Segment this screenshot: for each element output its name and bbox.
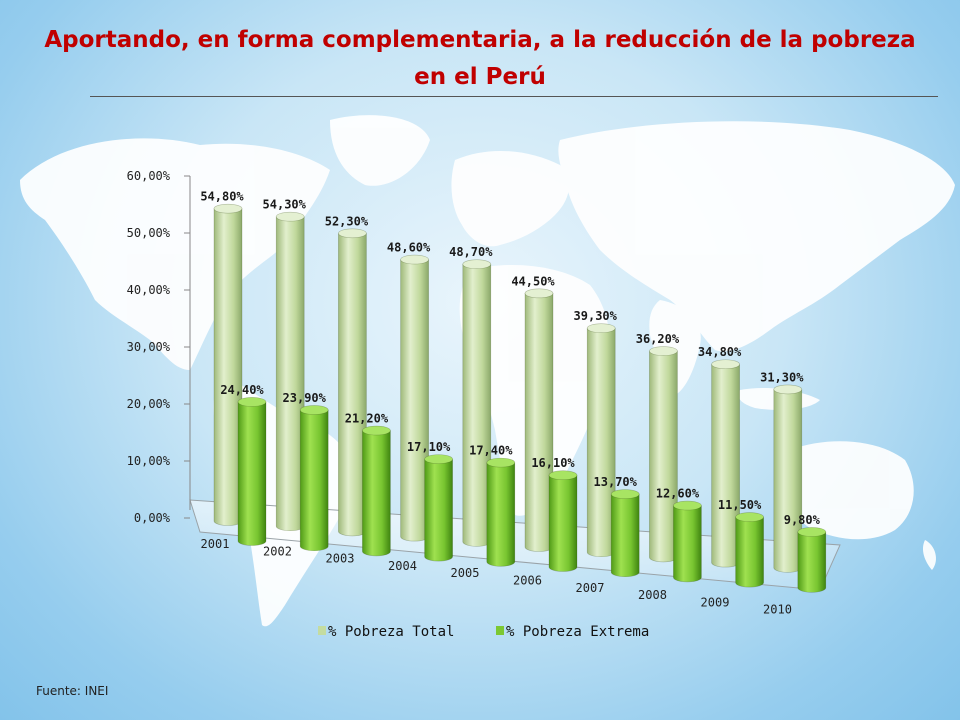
map-asia [558, 121, 955, 352]
bar-total-2010-top [773, 384, 803, 395]
data-label-extrema: 12,60% [656, 487, 700, 501]
bar-total-2006-top [524, 288, 554, 299]
bar-total-2007-top [586, 323, 616, 333]
x-tick-label: 2001 [201, 537, 230, 551]
chart-legend: % Pobreza Total % Pobreza Extrema [318, 624, 649, 640]
data-label-total: 48,60% [387, 241, 431, 255]
y-tick-label: 10,00% [127, 454, 171, 468]
x-tick-label: 2010 [763, 603, 792, 617]
bar-extrema-2009-body [735, 516, 764, 588]
bar-total-2006 [524, 288, 554, 552]
bar-extrema-2001-body [237, 401, 267, 546]
bar-total-2005-top [462, 259, 492, 270]
bar-total-2008-top [649, 346, 678, 356]
title-divider [90, 96, 938, 97]
legend-label: % Pobreza Total [328, 624, 454, 640]
bar-extrema-2002-top [299, 405, 329, 415]
data-label-extrema: 21,20% [345, 412, 389, 426]
bar-extrema-2005-body [486, 462, 516, 567]
legend-swatch [496, 626, 504, 635]
x-tick-label: 2007 [576, 581, 605, 595]
bar-extrema-2010-top [797, 527, 827, 537]
bar-extrema-2001-top [237, 397, 267, 407]
x-tick-label: 2003 [326, 552, 355, 566]
map-australia [781, 441, 914, 540]
y-tick-label: 30,00% [127, 340, 171, 354]
y-tick-label: 0,00% [134, 511, 171, 525]
bar-total-2003 [338, 228, 367, 537]
x-tick-label: 2002 [263, 544, 292, 558]
bar-extrema-2004-top [424, 454, 453, 464]
legend-label: % Pobreza Extrema [506, 624, 649, 640]
bar-extrema-2003-top [362, 425, 391, 436]
bar-total-2002-top [275, 211, 305, 222]
legend-swatch [318, 626, 326, 635]
bar-extrema-2002 [299, 405, 329, 551]
bar-total-2001-top [213, 203, 243, 214]
bar-extrema-2004 [424, 454, 453, 562]
bar-extrema-2004-body [424, 458, 453, 562]
bar-extrema-2005-top [486, 457, 516, 468]
slide-title: Aportando, en forma complementaria, a la… [44, 27, 916, 90]
bar-extrema-2010 [797, 527, 827, 593]
data-label-total: 31,30% [760, 370, 804, 384]
bar-extrema-2003-body [362, 430, 391, 557]
bar-total-2003-top [338, 228, 367, 239]
data-label-total: 52,30% [325, 214, 369, 228]
y-tick-label: 60,00% [127, 169, 171, 183]
bar-extrema-2009 [735, 512, 764, 588]
bar-extrema-2008-top [673, 500, 702, 511]
x-tick-label: 2009 [701, 595, 730, 609]
data-label-total: 48,70% [449, 245, 493, 259]
data-label-extrema: 9,80% [784, 513, 821, 527]
data-label-extrema: 24,40% [220, 383, 264, 397]
bar-extrema-2006 [548, 470, 578, 572]
map-india [649, 300, 701, 395]
y-tick-label: 50,00% [127, 226, 171, 240]
y-tick-label: 40,00% [127, 283, 171, 297]
x-tick-label: 2008 [638, 588, 667, 602]
data-label-extrema: 23,90% [283, 391, 327, 405]
data-label-extrema: 17,10% [407, 440, 451, 454]
bar-extrema-2010-body [797, 531, 827, 593]
bar-extrema-2009-top [735, 512, 764, 522]
bar-total-2004-top [400, 254, 429, 265]
data-label-total: 36,20% [636, 332, 680, 346]
bar-extrema-2005 [486, 457, 516, 567]
bar-extrema-2007-body [610, 493, 640, 577]
map-north-america [20, 138, 330, 370]
bar-extrema-2007-top [610, 489, 640, 499]
bar-extrema-2003 [362, 425, 391, 557]
source-note: Fuente: INEI [36, 684, 109, 698]
data-label-total: 54,80% [200, 190, 244, 204]
bar-extrema-2007 [610, 489, 640, 577]
data-label-extrema: 17,40% [469, 444, 513, 458]
bar-extrema-2001 [237, 397, 267, 546]
map-new-zealand [922, 540, 936, 570]
data-label-extrema: 13,70% [594, 475, 638, 489]
bar-total-2005 [462, 259, 492, 547]
x-tick-label: 2006 [513, 574, 542, 588]
x-tick-label: 2004 [388, 559, 417, 573]
data-label-total: 54,30% [263, 198, 307, 212]
bar-extrema-2008 [673, 500, 702, 583]
data-label-total: 34,80% [698, 345, 742, 359]
data-label-total: 44,50% [511, 274, 555, 288]
data-label-total: 39,30% [574, 309, 618, 323]
bar-total-2009-top [711, 359, 740, 370]
data-label-extrema: 16,10% [531, 456, 575, 470]
bar-extrema-2008-body [673, 505, 702, 583]
bar-extrema-2002-body [299, 409, 329, 551]
bar-extrema-2006-body [548, 474, 578, 572]
x-tick-label: 2005 [451, 566, 480, 580]
y-tick-label: 20,00% [127, 397, 171, 411]
map-greenland [330, 115, 430, 186]
bar-extrema-2006-top [548, 470, 578, 481]
bar-total-2002 [275, 211, 305, 531]
data-label-extrema: 11,50% [718, 498, 762, 512]
map-europe [451, 150, 570, 247]
